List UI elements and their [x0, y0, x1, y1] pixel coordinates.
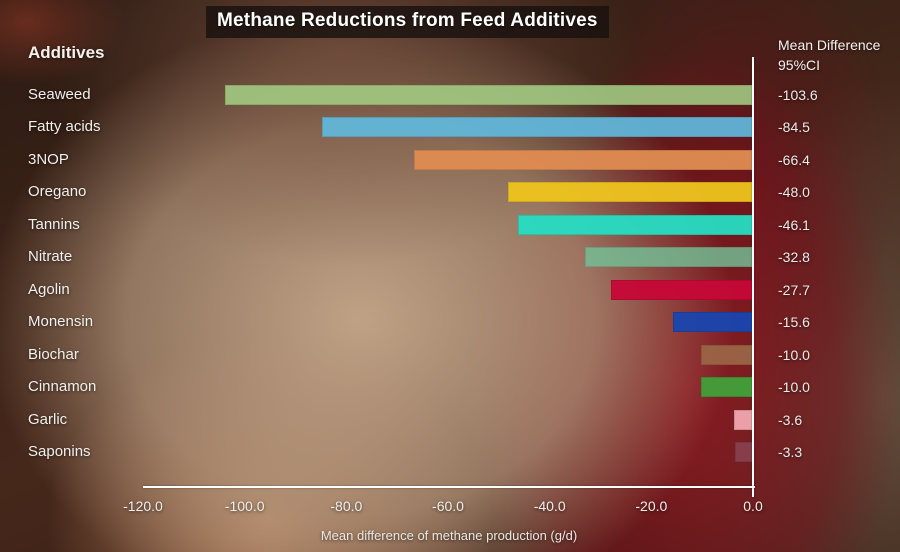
additive-label: Biochar	[28, 345, 79, 363]
bar	[735, 441, 752, 462]
x-tick-label: -120.0	[123, 498, 163, 514]
value-label: -48.0	[778, 184, 810, 201]
x-tick-label: -20.0	[635, 498, 668, 514]
additive-label: Seaweed	[28, 86, 91, 103]
value-label: -84.5	[778, 119, 810, 136]
mean-difference-header-line2: 95%CI	[778, 57, 821, 73]
value-label: -46.1	[778, 216, 810, 233]
additive-label: Garlic	[28, 410, 68, 428]
chart-title: Methane Reductions from Feed Additives	[206, 6, 609, 38]
bar	[517, 214, 752, 235]
value-label: -27.7	[778, 281, 810, 298]
bar	[701, 377, 752, 398]
bar	[611, 279, 752, 300]
additive-label: 3NOP	[28, 150, 69, 168]
x-tick-label: -80.0	[330, 498, 363, 514]
bar	[225, 85, 752, 105]
bar	[414, 149, 752, 170]
additive-label: Nitrate	[28, 248, 73, 266]
bar	[701, 344, 752, 365]
additive-label: Oregano	[28, 183, 87, 201]
mean-difference-column-header: Mean Difference 95%CI	[778, 35, 880, 75]
bar	[585, 247, 752, 268]
additives-column-header: Additives	[28, 43, 105, 62]
additive-label: Saponins	[28, 442, 91, 460]
x-tick-label: 0.0	[743, 498, 763, 514]
additive-label: Monensin	[28, 313, 94, 331]
additive-label: Cinnamon	[28, 378, 97, 396]
x-tick-label: -60.0	[432, 498, 464, 514]
value-label: -15.6	[778, 314, 810, 331]
x-tick-label: -100.0	[224, 498, 265, 514]
x-axis-title: Mean difference of methane production (g…	[320, 528, 578, 543]
value-label: -66.4	[778, 151, 810, 168]
mean-difference-header-line1: Mean Difference	[778, 37, 881, 53]
zero-baseline	[752, 57, 754, 497]
value-label: -32.8	[778, 249, 810, 266]
value-label: -3.3	[778, 443, 803, 460]
value-label: -3.6	[778, 411, 803, 428]
additive-label: Fatty acids	[28, 118, 101, 136]
value-label: -103.6	[778, 87, 818, 103]
bar	[672, 312, 752, 333]
additive-label: Agolin	[28, 280, 70, 298]
bar	[322, 117, 752, 138]
value-label: -10.0	[778, 379, 810, 396]
bar	[733, 409, 752, 430]
value-label: -10.0	[778, 346, 810, 363]
x-tick-label: -40.0	[533, 498, 566, 514]
x-axis-line	[143, 486, 755, 488]
additive-label: Tannins	[28, 215, 80, 233]
bar	[508, 182, 752, 203]
